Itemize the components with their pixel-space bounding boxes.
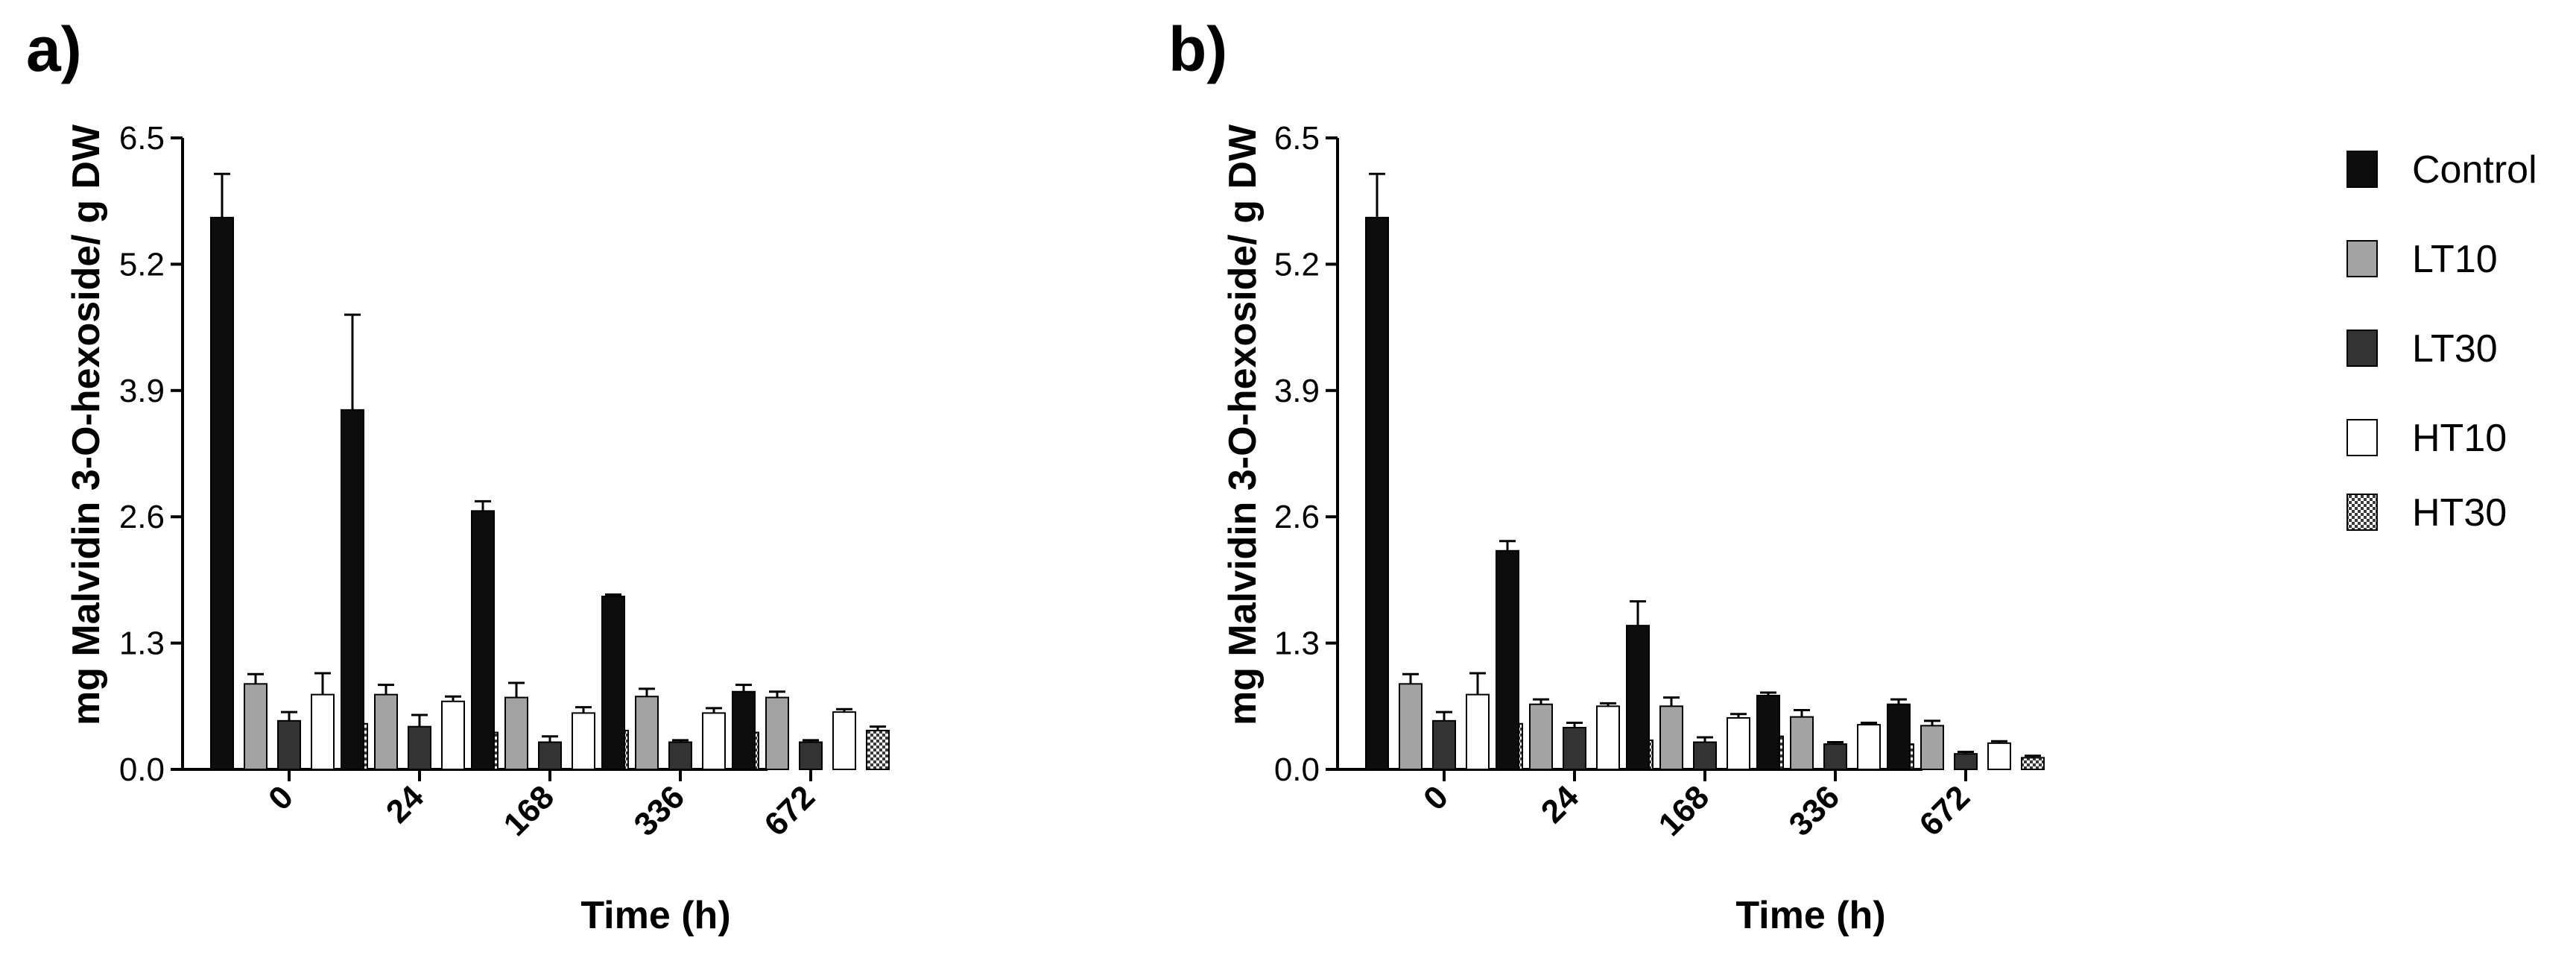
bar-control-0 bbox=[210, 216, 234, 770]
bar-control-336 bbox=[1756, 694, 1780, 770]
legend-label-lt10: LT10 bbox=[2412, 238, 2498, 281]
bar-lt30-168 bbox=[1693, 741, 1717, 771]
legend-item-lt30: LT30 bbox=[2346, 327, 2498, 371]
bar-lt30-672 bbox=[799, 741, 823, 771]
bar-control-168 bbox=[471, 510, 495, 770]
legend-label-lt30: LT30 bbox=[2412, 327, 2498, 371]
bar-ht10-0 bbox=[311, 693, 335, 771]
legend-swatch-control bbox=[2346, 151, 2378, 188]
bar-ht10-336 bbox=[702, 712, 726, 770]
x-tick-label-b: 0 bbox=[1417, 778, 1455, 817]
panel-b-label: b) bbox=[1168, 14, 1227, 84]
legend-label-ht10: HT10 bbox=[2412, 417, 2507, 460]
x-tick-label-b: 24 bbox=[1534, 778, 1586, 831]
bar-ht30-672 bbox=[2021, 757, 2045, 771]
bar-ht10-672 bbox=[832, 711, 856, 771]
bar-lt10-336 bbox=[1790, 716, 1814, 771]
bar-lt10-168 bbox=[1659, 705, 1683, 770]
bar-ht10-0 bbox=[1466, 693, 1490, 771]
legend-label-ht30: HT30 bbox=[2412, 491, 2507, 535]
x-tick-label-b: 336 bbox=[1782, 778, 1847, 843]
x-tick-label-a: 168 bbox=[497, 778, 562, 843]
x-tick-label-a: 336 bbox=[627, 778, 692, 843]
legend-item-lt10: LT10 bbox=[2346, 238, 2498, 281]
bar-lt10-672 bbox=[1920, 725, 1944, 770]
bar-lt30-336 bbox=[668, 741, 692, 771]
x-tick-label-a: 24 bbox=[379, 778, 431, 831]
legend-swatch-lt10 bbox=[2346, 240, 2378, 277]
bar-ht10-24 bbox=[441, 700, 465, 770]
x-tick-label-b: 672 bbox=[1913, 778, 1978, 843]
bar-control-168 bbox=[1626, 625, 1650, 770]
legend-swatch-ht10 bbox=[2346, 419, 2378, 456]
bar-lt30-0 bbox=[277, 719, 301, 770]
bar-ht10-168 bbox=[1727, 716, 1750, 771]
legend-swatch-lt30 bbox=[2346, 330, 2378, 367]
y-tick-label-a: 3.9 bbox=[119, 373, 165, 409]
y-tick-label-b: 0.0 bbox=[1274, 751, 1320, 788]
bar-lt10-24 bbox=[1529, 703, 1553, 770]
chart-panel-b: b) mg Malvidin 3-O-hexoside/ g DW Time (… bbox=[1168, 14, 2045, 937]
y-tick-label-a: 5.2 bbox=[119, 246, 165, 283]
chart-panel-a: a) mg Malvidin 3-O-hexoside/ g DW Time (… bbox=[26, 14, 890, 937]
y-tick-label-b: 2.6 bbox=[1274, 499, 1320, 535]
panel-a-x-axis-title: Time (h) bbox=[580, 894, 730, 937]
bar-lt10-168 bbox=[504, 696, 528, 771]
panel-b-plot-area: 0.0 1.3 2.6 3.9 5.2 6.5 0 24 168 336 672 bbox=[1274, 120, 2045, 843]
bar-control-24 bbox=[1496, 549, 1519, 770]
panel-a-label: a) bbox=[26, 14, 82, 84]
y-tick-label-a: 6.5 bbox=[119, 120, 165, 157]
y-tick-label-a: 0.0 bbox=[119, 751, 165, 788]
bar-control-0 bbox=[1365, 216, 1389, 770]
legend: Control LT10 LT30 HT10 HT30 bbox=[2346, 148, 2537, 535]
x-tick-label-a: 0 bbox=[262, 778, 300, 817]
y-tick-label-a: 1.3 bbox=[119, 625, 165, 662]
bar-lt10-0 bbox=[244, 683, 268, 770]
bar-ht10-168 bbox=[572, 712, 595, 770]
bar-control-672 bbox=[1887, 703, 1911, 770]
y-tick-label-b: 3.9 bbox=[1274, 373, 1320, 409]
bar-lt10-336 bbox=[635, 696, 659, 770]
bar-lt10-672 bbox=[765, 696, 789, 771]
legend-label-control: Control bbox=[2412, 148, 2537, 192]
y-tick-label-b: 6.5 bbox=[1274, 120, 1320, 157]
x-tick-label-a: 672 bbox=[758, 778, 823, 843]
bar-control-672 bbox=[732, 690, 756, 770]
panel-a-y-axis-title: mg Malvidin 3-O-hexoside/ g DW bbox=[65, 124, 108, 725]
bar-lt30-672 bbox=[1954, 753, 1978, 770]
legend-swatch-ht30 bbox=[2346, 494, 2378, 531]
legend-item-ht30: HT30 bbox=[2346, 491, 2507, 535]
y-tick-label-b: 5.2 bbox=[1274, 246, 1320, 283]
legend-item-control: Control bbox=[2346, 148, 2537, 192]
bar-lt30-24 bbox=[408, 725, 431, 770]
bar-ht30-672 bbox=[866, 729, 890, 771]
panel-b-x-axis-title: Time (h) bbox=[1735, 894, 1885, 937]
bar-control-336 bbox=[601, 596, 625, 770]
y-tick-label-b: 1.3 bbox=[1274, 625, 1320, 662]
legend-item-ht10: HT10 bbox=[2346, 417, 2507, 460]
bar-lt10-24 bbox=[374, 693, 398, 771]
y-tick-label-a: 2.6 bbox=[119, 499, 165, 535]
bar-ht10-24 bbox=[1596, 705, 1620, 770]
bar-lt30-0 bbox=[1432, 719, 1456, 770]
bar-lt30-168 bbox=[538, 741, 562, 771]
x-tick-label-b: 168 bbox=[1652, 778, 1717, 843]
panel-b-y-axis-title: mg Malvidin 3-O-hexoside/ g DW bbox=[1221, 124, 1265, 725]
bar-control-24 bbox=[341, 409, 364, 770]
panel-a-plot-area: 0.0 1.3 2.6 3.9 5.2 6.5 0 24 168 336 672 bbox=[119, 120, 890, 843]
bar-lt30-24 bbox=[1563, 726, 1586, 771]
bar-lt10-0 bbox=[1399, 683, 1423, 770]
bar-ht10-672 bbox=[1987, 742, 2011, 770]
bar-ht10-336 bbox=[1857, 724, 1881, 771]
bar-lt30-336 bbox=[1823, 743, 1847, 770]
